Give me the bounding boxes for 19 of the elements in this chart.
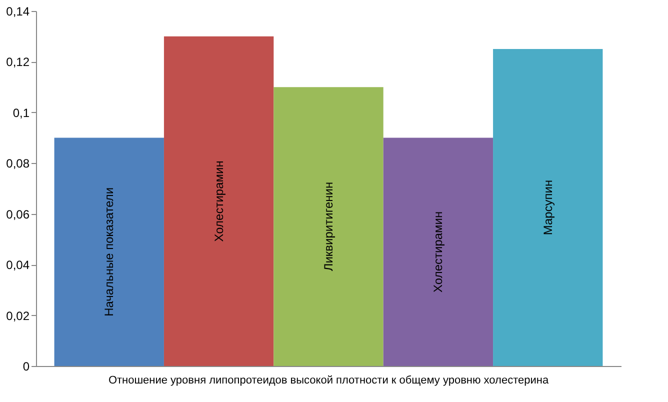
y-tick-label: 0,12 — [6, 55, 30, 70]
y-tick-label: 0,14 — [6, 4, 30, 18]
series-label: Начальные показатели — [102, 187, 116, 316]
bar — [54, 138, 164, 366]
y-tick-label: 0,1 — [12, 106, 30, 120]
x-tick-label: Отношение уровня липопротеидов высокой плотности к общему уровню холестерина — [108, 374, 550, 386]
bar — [383, 138, 494, 366]
y-tick-label: 0,02 — [6, 308, 30, 323]
series-label: Марсупин — [540, 180, 555, 236]
series-label: Ликвиритигенин — [322, 182, 336, 272]
y-tick-label: 0,08 — [6, 156, 30, 171]
bar — [493, 49, 603, 366]
y-tick-label: 0 — [22, 360, 30, 374]
series-label: Холестирамин — [212, 160, 226, 242]
y-tick-label: 0,04 — [6, 258, 30, 272]
bar — [274, 87, 384, 366]
y-tick-label: 0,06 — [6, 207, 30, 222]
series-label: Холестирамин — [431, 211, 446, 292]
bar — [164, 36, 274, 366]
